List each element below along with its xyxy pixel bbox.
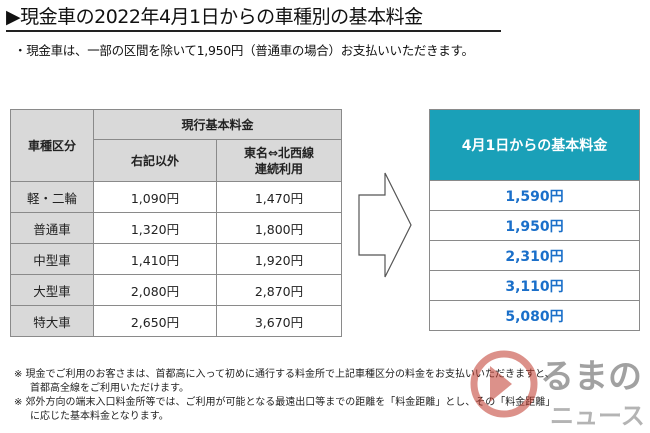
subtitle: ・現金車は、一部の区間を除いて1,950円（普通車の場合）お支払いいただきます。 xyxy=(14,43,474,58)
new-fee-column: 1,590円 1,950円 2,310円 3,110円 5,080円 xyxy=(429,181,640,331)
note-line: 首都高全線をご利用いただけます。 xyxy=(30,383,189,394)
fee-other-cell: 2,080円 xyxy=(93,274,217,306)
note-line: ※ 郊外方向の端末入口料金所等では、ご利用が可能となる最遠出口等までの距離を「料… xyxy=(14,397,556,408)
svg-text:ニュース: ニュース xyxy=(550,402,645,430)
right-arrow-icon xyxy=(358,172,412,278)
table-row: 特大車 2,650円 3,670円 xyxy=(10,305,342,337)
fee-route-cell: 3,670円 xyxy=(216,305,342,337)
table-row: 大型車 2,080円 2,870円 xyxy=(10,274,342,306)
vehicle-cell: 中型車 xyxy=(10,243,94,275)
header-tomei-route: 東名⇔北西線 連続利用 xyxy=(216,139,342,182)
vehicle-cell: 大型車 xyxy=(10,274,94,306)
table-row: 中型車 1,410円 1,920円 xyxy=(10,243,342,275)
table-row: 普通車 1,320円 1,800円 xyxy=(10,212,342,244)
new-fee-cell: 1,950円 xyxy=(429,211,640,241)
vehicle-cell: 特大車 xyxy=(10,305,94,337)
fee-route-cell: 1,920円 xyxy=(216,243,342,275)
new-fee-cell: 1,590円 xyxy=(429,181,640,211)
table-row: 軽・二輪 1,090円 1,470円 xyxy=(10,181,342,213)
vehicle-cell: 普通車 xyxy=(10,212,94,244)
note-line: に応じた基本料金となります。 xyxy=(30,411,169,422)
kurumanonews-logo: るまの ニュース xyxy=(470,350,645,430)
new-fee-cell: 3,110円 xyxy=(429,271,640,301)
fee-route-cell: 1,470円 xyxy=(216,181,342,213)
fee-route-cell: 1,800円 xyxy=(216,212,342,244)
footnotes: ※ 現金でご利用のお客さまは、首都高に入って初めに通行する料金所で上記車種区分の… xyxy=(14,368,555,424)
new-fee-cell: 2,310円 xyxy=(429,241,640,271)
fee-other-cell: 1,410円 xyxy=(93,243,217,275)
header-tomei-line2: 連続利用 xyxy=(254,161,303,176)
vehicle-cell: 軽・二輪 xyxy=(10,181,94,213)
note-line: ※ 現金でご利用のお客さまは、首都高に入って初めに通行する料金所で上記車種区分の… xyxy=(14,369,555,380)
page-title: ▶現金車の2022年4月1日からの車種別の基本料金 xyxy=(6,6,423,28)
header-other-routes: 右記以外 xyxy=(93,139,217,182)
fee-other-cell: 2,650円 xyxy=(93,305,217,337)
title-underline xyxy=(6,30,501,32)
fee-other-cell: 1,320円 xyxy=(93,212,217,244)
fee-route-cell: 2,870円 xyxy=(216,274,342,306)
svg-text:るまの: るまの xyxy=(540,357,642,397)
new-fee-header: 4月1日からの基本料金 xyxy=(429,109,640,181)
new-fee-cell: 5,080円 xyxy=(429,301,640,331)
fee-other-cell: 1,090円 xyxy=(93,181,217,213)
header-vehicle-class: 車種区分 xyxy=(10,109,94,182)
header-tomei-line1: 東名⇔北西線 xyxy=(243,145,315,160)
current-fee-table: 車種区分 現行基本料金 右記以外 東名⇔北西線 連続利用 軽・二輪 1,090円… xyxy=(10,109,342,337)
header-current-fee: 現行基本料金 xyxy=(93,109,342,140)
